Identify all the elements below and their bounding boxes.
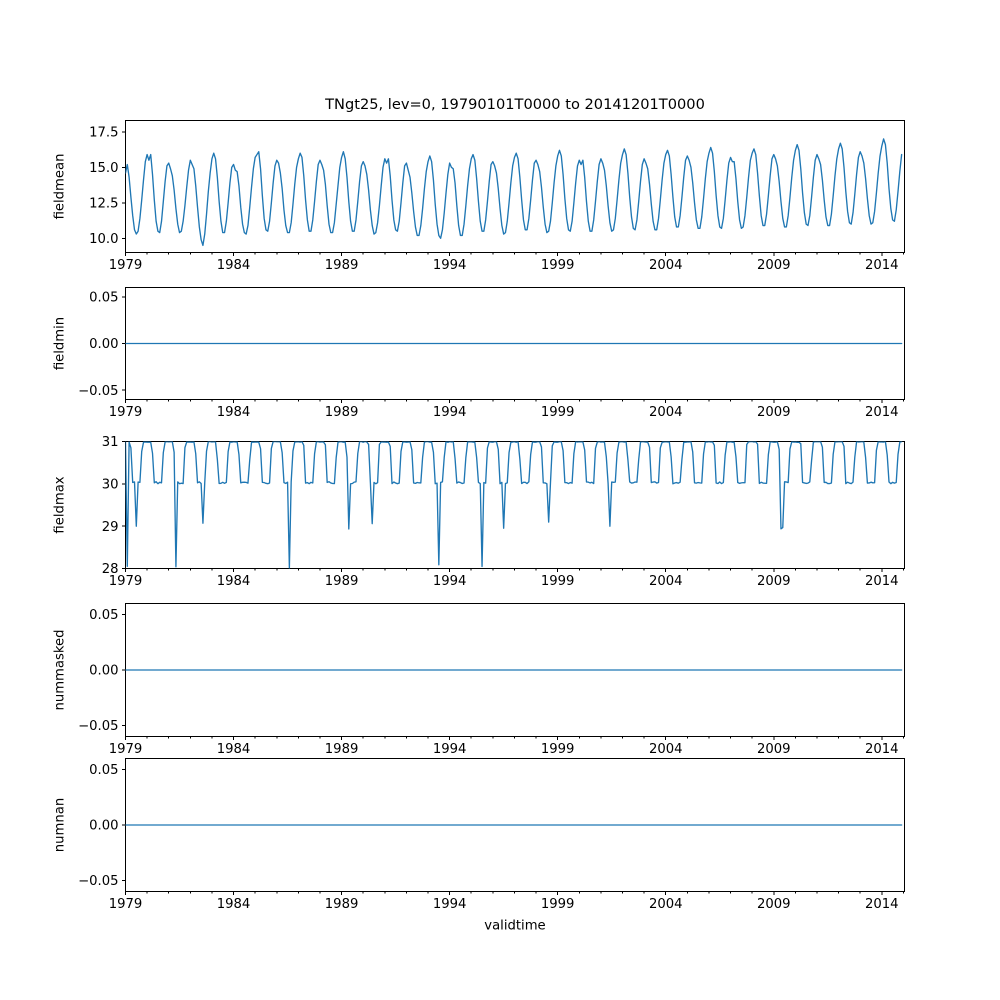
- y-tick-label: 0.05: [89, 608, 118, 623]
- x-tick-label: 2004: [649, 574, 683, 589]
- x-tick-label: 2009: [757, 258, 791, 273]
- x-tick-label: 2014: [865, 897, 899, 912]
- figure-title: TNgt25, lev=0, 19790101T0000 to 20141201…: [324, 96, 705, 113]
- y-tick-label: −0.05: [78, 719, 118, 734]
- y-tick-label: 30: [102, 477, 119, 492]
- x-tick-label: 1994: [433, 742, 467, 757]
- axes-frame: [125, 441, 905, 569]
- x-tick-label: 1979: [109, 405, 143, 420]
- x-tick-label: 1979: [109, 897, 143, 912]
- x-tick-label: 1984: [217, 897, 251, 912]
- y-tick-label: 28: [102, 562, 119, 577]
- x-tick-label: 1979: [109, 258, 143, 273]
- axes-frame: [125, 120, 905, 253]
- axes-panel-4: 1979 1984 1989 1994 1999 2004 2009 2014 −0.05 0.0…: [53, 603, 905, 757]
- x-tick-label: 1994: [433, 405, 467, 420]
- x-tick-label: 1989: [325, 258, 359, 273]
- y-axis-label-nummasked: nummasked: [53, 629, 68, 710]
- axes-panel-5: 1979 1984 1989 1994 1999 2004 2009 2014 −0.05 0.0…: [53, 758, 905, 934]
- y-tick-label: 0.00: [89, 337, 118, 352]
- x-tick-label: 2014: [865, 574, 899, 589]
- y-tick-label: 10.0: [89, 232, 118, 247]
- y-tick-label: 17.5: [89, 125, 118, 140]
- x-tick-label: 1989: [325, 574, 359, 589]
- y-tick-label: 15.0: [89, 161, 118, 176]
- x-tick-label: 1999: [541, 742, 575, 757]
- y-tick-label: 0.00: [89, 819, 118, 834]
- x-tick-label: 1994: [433, 258, 467, 273]
- x-tick-label: 2009: [757, 574, 791, 589]
- y-tick-label: −0.05: [78, 384, 118, 399]
- x-tick-label: 1984: [217, 405, 251, 420]
- x-tick-label: 1994: [433, 574, 467, 589]
- x-tick-label: 1994: [433, 897, 467, 912]
- x-tick-label: 1999: [541, 258, 575, 273]
- x-tick-label: 2009: [757, 897, 791, 912]
- y-tick-label: 0.05: [89, 763, 118, 778]
- y-axis-label-fieldmean: fieldmean: [53, 154, 68, 220]
- data-line-fieldmean: [125, 138, 903, 247]
- axes-panel-2: 1979 1984 1989 1994 1999 2004 2009 2014 −0.05 0.0…: [53, 287, 905, 420]
- y-axis-label-fieldmax: fieldmax: [53, 476, 68, 533]
- axes-panel-3: 1979 1984 1989 1994 1999 2004 2009 2014 28 29 30 31…: [53, 435, 905, 589]
- y-tick-label: −0.05: [78, 874, 118, 889]
- x-tick-label: 1999: [541, 574, 575, 589]
- x-tick-label: 2014: [865, 258, 899, 273]
- y-tick-label: 0.05: [89, 290, 118, 305]
- axes-panel-1: 1979 1984 1989 1994 1999 2004 2009 2014 10.0 12.5…: [53, 120, 905, 273]
- x-tick-label: 1999: [541, 897, 575, 912]
- x-tick-label: 2004: [649, 258, 683, 273]
- x-tick-label: 2004: [649, 742, 683, 757]
- x-tick-label: 1989: [325, 897, 359, 912]
- y-tick-label: 31: [102, 435, 119, 450]
- x-tick-label: 1984: [217, 742, 251, 757]
- x-tick-label: 2014: [865, 405, 899, 420]
- y-tick-label: 29: [102, 520, 119, 535]
- x-tick-label: 1984: [217, 258, 251, 273]
- x-tick-label: 2014: [865, 742, 899, 757]
- x-tick-label: 2004: [649, 897, 683, 912]
- x-tick-label: 2004: [649, 405, 683, 420]
- x-tick-label: 1979: [109, 574, 143, 589]
- x-tick-label: 1979: [109, 742, 143, 757]
- x-tick-label: 2009: [757, 742, 791, 757]
- x-tick-label: 2009: [757, 405, 791, 420]
- x-tick-label: 1989: [325, 405, 359, 420]
- y-tick-label: 12.5: [89, 196, 118, 211]
- y-tick-label: 0.00: [89, 664, 118, 679]
- x-axis-label: validtime: [484, 919, 545, 934]
- x-tick-label: 1989: [325, 742, 359, 757]
- x-tick-label: 1984: [217, 574, 251, 589]
- y-axis-label-fieldmin: fieldmin: [53, 317, 68, 370]
- data-line-fieldmax: [125, 441, 903, 569]
- y-axis-label-numnan: numnan: [53, 798, 68, 852]
- x-tick-label: 1999: [541, 405, 575, 420]
